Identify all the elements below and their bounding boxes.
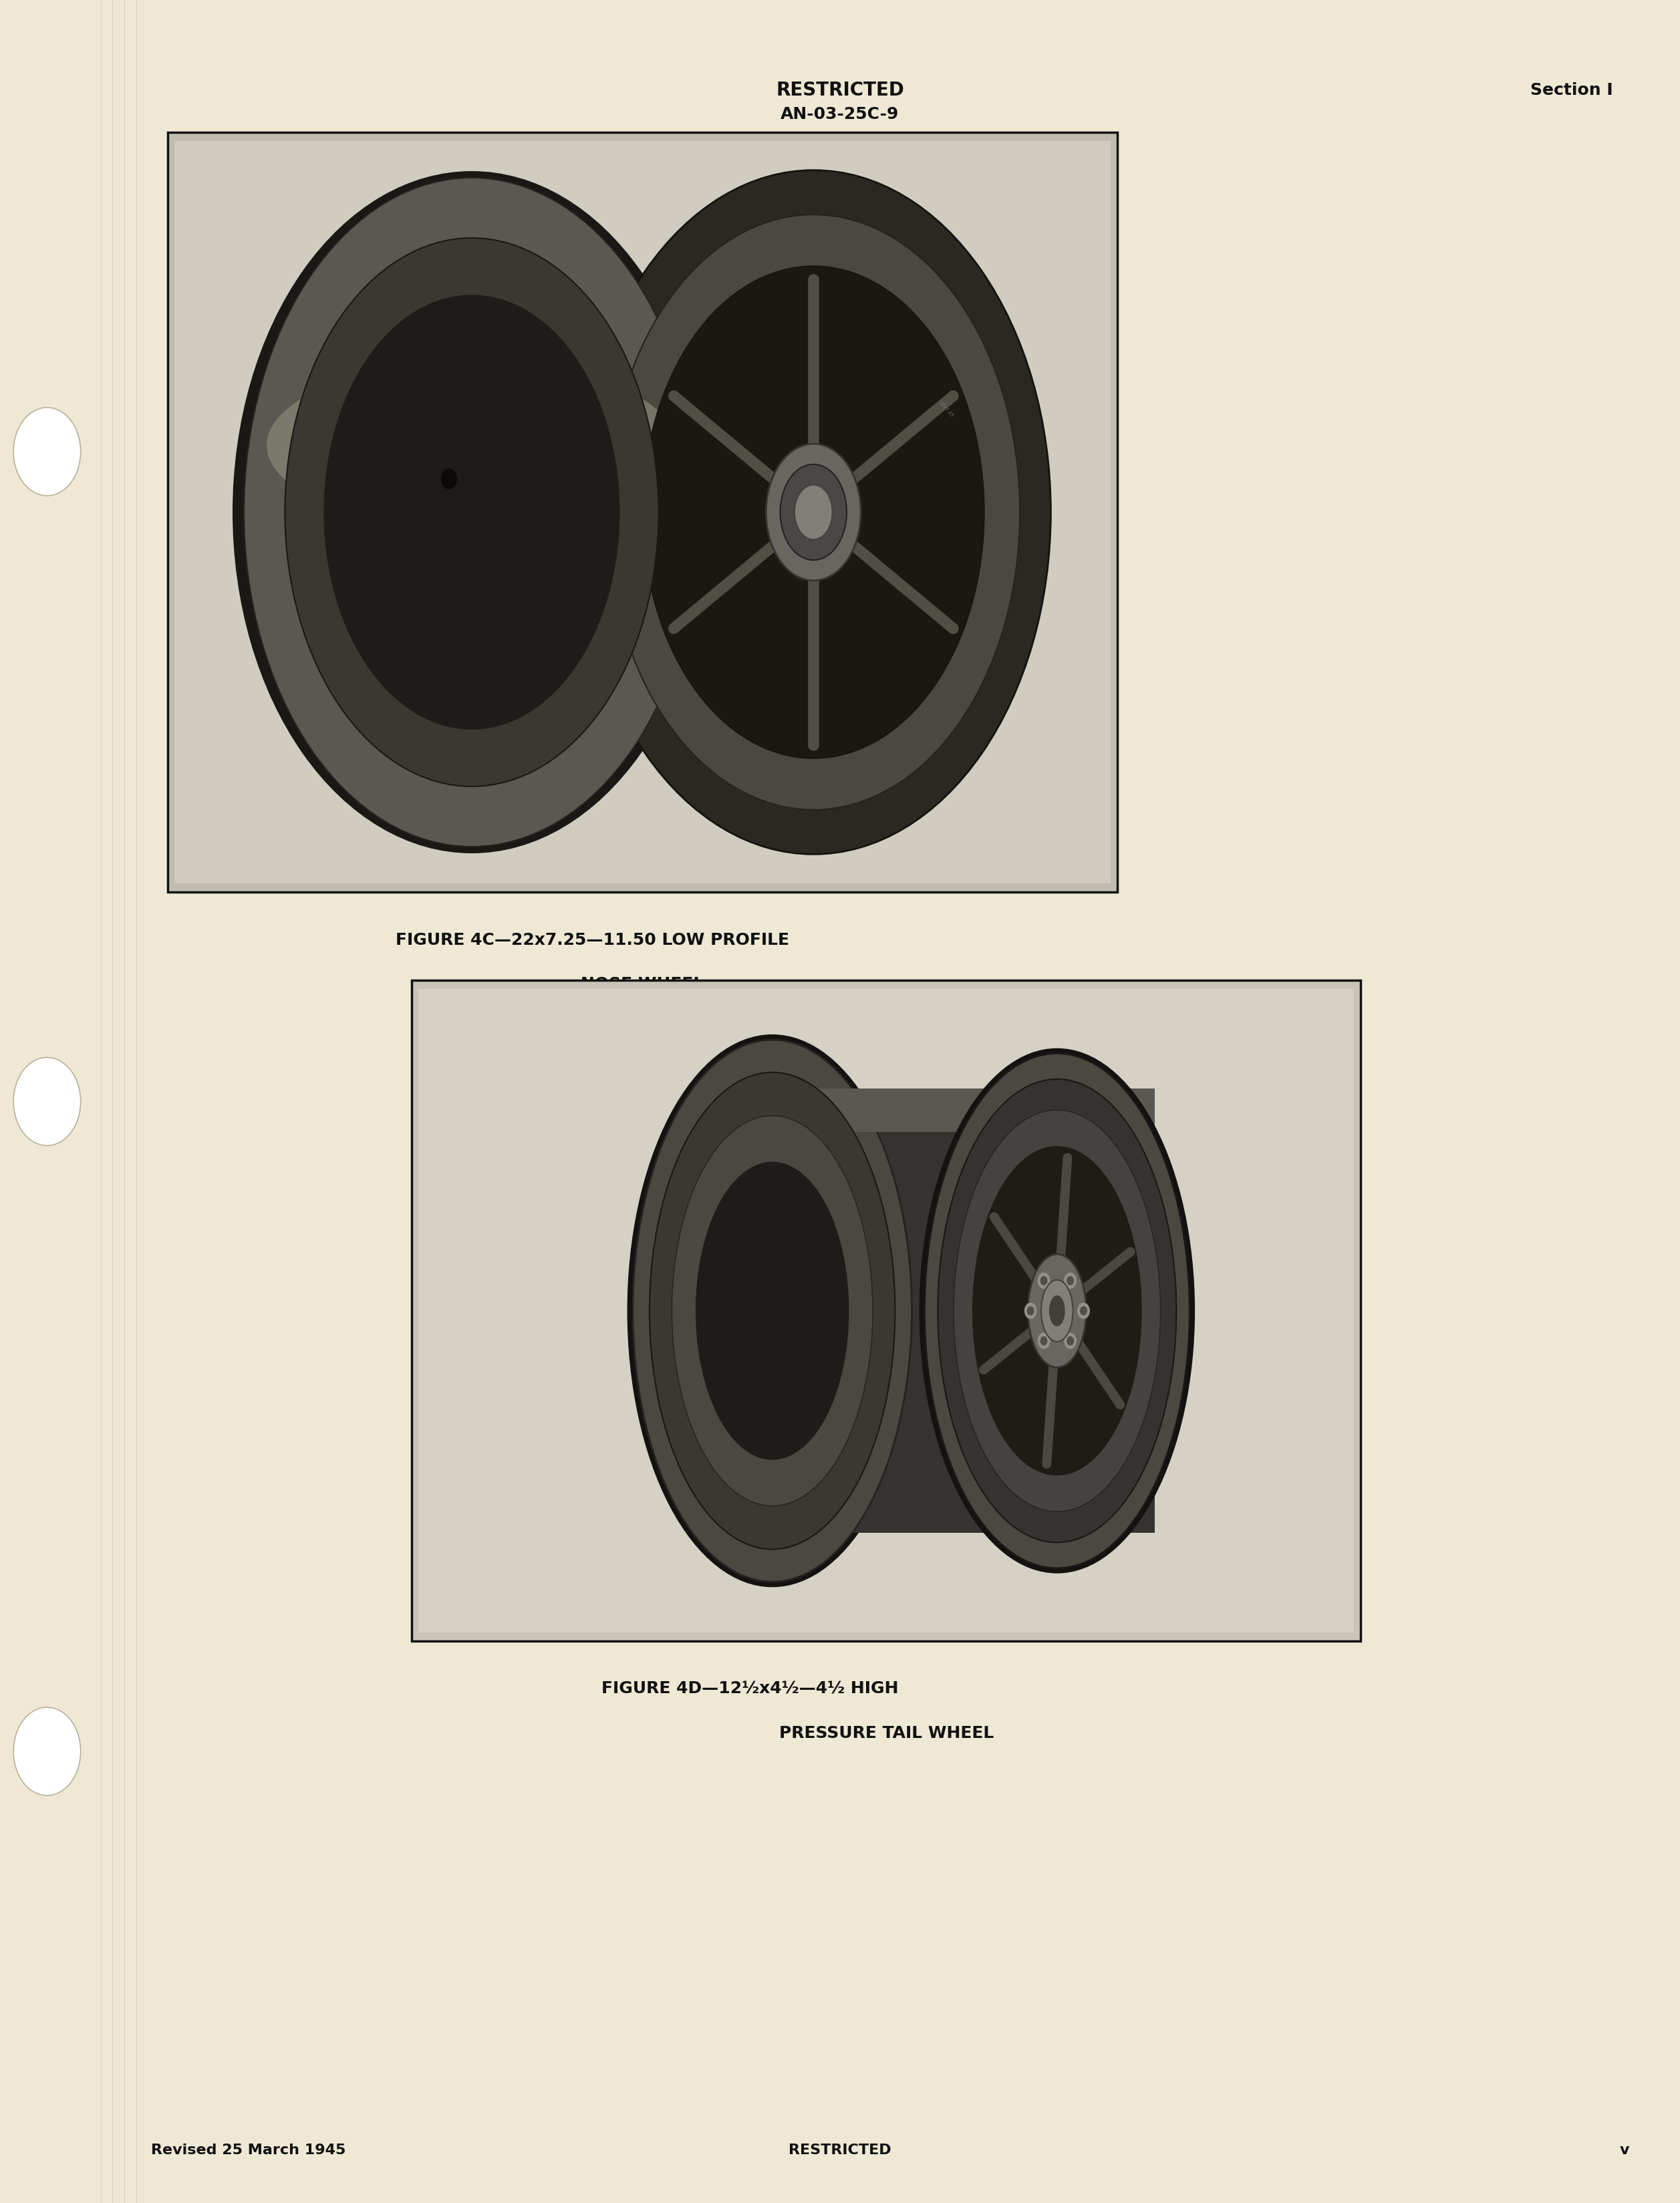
Text: RESTRICTED: RESTRICTED xyxy=(788,2144,892,2157)
Ellipse shape xyxy=(780,465,847,560)
Text: Section I: Section I xyxy=(1530,82,1613,99)
Circle shape xyxy=(1065,1333,1077,1348)
Ellipse shape xyxy=(286,238,659,786)
Ellipse shape xyxy=(954,1110,1161,1511)
Circle shape xyxy=(1080,1306,1087,1315)
Circle shape xyxy=(1040,1276,1047,1284)
Circle shape xyxy=(13,408,81,496)
Ellipse shape xyxy=(627,1035,917,1586)
Ellipse shape xyxy=(606,214,1020,811)
Text: RESTRICTED: RESTRICTED xyxy=(776,82,904,99)
Ellipse shape xyxy=(1042,1280,1074,1342)
Polygon shape xyxy=(766,1088,1154,1533)
Circle shape xyxy=(1067,1276,1074,1284)
Bar xyxy=(175,141,1110,883)
Ellipse shape xyxy=(919,1049,1194,1573)
Circle shape xyxy=(13,1707,81,1795)
Ellipse shape xyxy=(324,295,620,729)
Ellipse shape xyxy=(576,170,1050,855)
Ellipse shape xyxy=(232,172,711,853)
Ellipse shape xyxy=(633,1040,912,1582)
Ellipse shape xyxy=(654,1185,890,1306)
Circle shape xyxy=(1040,1337,1047,1346)
Bar xyxy=(168,132,1117,892)
Ellipse shape xyxy=(650,1073,895,1549)
Bar xyxy=(412,980,1361,1641)
Ellipse shape xyxy=(1048,1295,1065,1326)
Ellipse shape xyxy=(937,1079,1176,1542)
Ellipse shape xyxy=(672,1115,872,1507)
Ellipse shape xyxy=(1028,1254,1087,1368)
Text: FIGURE 4D—12½x4½—4½ HIGH: FIGURE 4D—12½x4½—4½ HIGH xyxy=(601,1681,899,1696)
Bar xyxy=(418,989,1354,1632)
Circle shape xyxy=(1038,1333,1050,1348)
Circle shape xyxy=(1065,1273,1077,1289)
Text: AN-03-25C-9: AN-03-25C-9 xyxy=(781,106,899,123)
Text: PRESSURE TAIL WHEEL: PRESSURE TAIL WHEEL xyxy=(780,1725,993,1740)
Circle shape xyxy=(1038,1273,1050,1289)
Ellipse shape xyxy=(696,1161,848,1461)
Circle shape xyxy=(1025,1304,1037,1317)
Text: FIGURE 4C—22x7.25—11.50 LOW PROFILE: FIGURE 4C—22x7.25—11.50 LOW PROFILE xyxy=(396,932,790,947)
FancyBboxPatch shape xyxy=(766,1088,1154,1132)
Ellipse shape xyxy=(973,1146,1142,1476)
Circle shape xyxy=(1028,1306,1033,1315)
Circle shape xyxy=(13,1057,81,1146)
Text: NOSE WHEEL: NOSE WHEEL xyxy=(581,976,704,991)
Circle shape xyxy=(1079,1304,1089,1317)
Text: Revised 25 March 1945: Revised 25 March 1945 xyxy=(151,2144,346,2157)
Ellipse shape xyxy=(795,485,833,540)
Circle shape xyxy=(442,469,457,489)
Text: 22x7.25: 22x7.25 xyxy=(939,401,954,419)
Text: v: v xyxy=(1620,2144,1630,2157)
Ellipse shape xyxy=(924,1053,1189,1569)
Ellipse shape xyxy=(244,178,699,846)
Circle shape xyxy=(1067,1337,1074,1346)
Ellipse shape xyxy=(267,361,677,529)
Ellipse shape xyxy=(766,443,860,582)
Ellipse shape xyxy=(642,267,984,758)
